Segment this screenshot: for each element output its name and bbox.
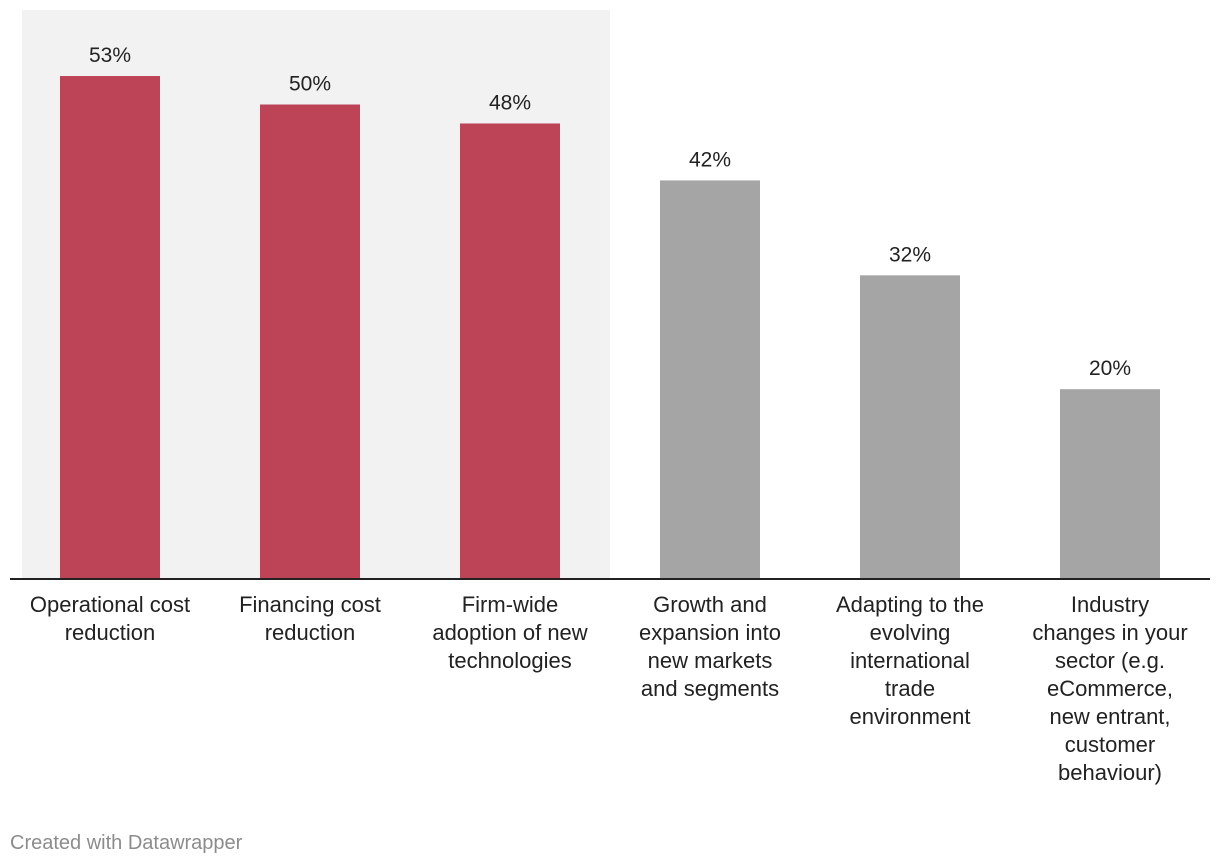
bar-5[interactable] xyxy=(860,275,960,579)
category-label-6: Industry changes in your sector (e.g. eComm… xyxy=(1032,592,1187,785)
category-label-line: and segments xyxy=(641,676,779,701)
value-label-3: 48% xyxy=(489,91,531,114)
category-label-line: reduction xyxy=(265,620,356,645)
category-label-line: Firm-wide xyxy=(462,592,559,617)
category-label-line: expansion into xyxy=(639,620,781,645)
bar-3[interactable] xyxy=(460,123,560,579)
category-label-line: eCommerce, xyxy=(1047,676,1173,701)
category-label-1: Operational cost reduction xyxy=(30,592,190,645)
value-label-4: 42% xyxy=(689,148,731,171)
category-label-line: Operational cost xyxy=(30,592,190,617)
category-label-line: Growth and xyxy=(653,592,767,617)
category-label-line: reduction xyxy=(65,620,156,645)
category-label-line: new entrant, xyxy=(1049,704,1170,729)
value-label-6: 20% xyxy=(1089,357,1131,380)
category-label-line: changes in your xyxy=(1032,620,1187,645)
value-label-5: 32% xyxy=(889,243,931,266)
bar-2[interactable] xyxy=(260,104,360,580)
category-label-line: customer xyxy=(1065,732,1155,757)
bar-1[interactable] xyxy=(60,76,160,579)
category-label-line: environment xyxy=(849,704,970,729)
category-label-line: evolving xyxy=(870,620,951,645)
value-label-2: 50% xyxy=(289,73,331,96)
category-labels-layer: Operational cost reduction Financing cost r… xyxy=(30,592,1188,785)
datawrapper-credit[interactable]: Created with Datawrapper xyxy=(10,832,243,854)
category-label-3: Firm-wide adoption of new technologies xyxy=(432,592,587,673)
bars-layer xyxy=(60,76,1160,580)
category-label-line: trade xyxy=(885,676,935,701)
category-label-line: adoption of new xyxy=(432,620,587,645)
category-label-line: sector (e.g. xyxy=(1055,648,1165,673)
bar-6[interactable] xyxy=(1060,389,1160,579)
bar-4[interactable] xyxy=(660,180,760,580)
category-label-5: Adapting to the evolving international trad… xyxy=(836,592,984,729)
category-label-line: Adapting to the xyxy=(836,592,984,617)
bar-chart: 53% 50% 48% 42% 32% 20% Operational cost reduc… xyxy=(10,10,1210,785)
category-label-line: international xyxy=(850,648,970,673)
category-label-line: behaviour) xyxy=(1058,760,1162,785)
category-label-line: new markets xyxy=(648,648,773,673)
value-labels-layer: 53% 50% 48% 42% 32% 20% xyxy=(89,44,1131,380)
category-label-4: Growth and expansion into new markets and s… xyxy=(639,592,781,701)
value-label-1: 53% xyxy=(89,44,131,67)
category-label-line: Industry xyxy=(1071,592,1149,617)
category-label-line: Financing cost xyxy=(239,592,381,617)
category-label-line: technologies xyxy=(448,648,572,673)
category-label-2: Financing cost reduction xyxy=(239,592,381,645)
